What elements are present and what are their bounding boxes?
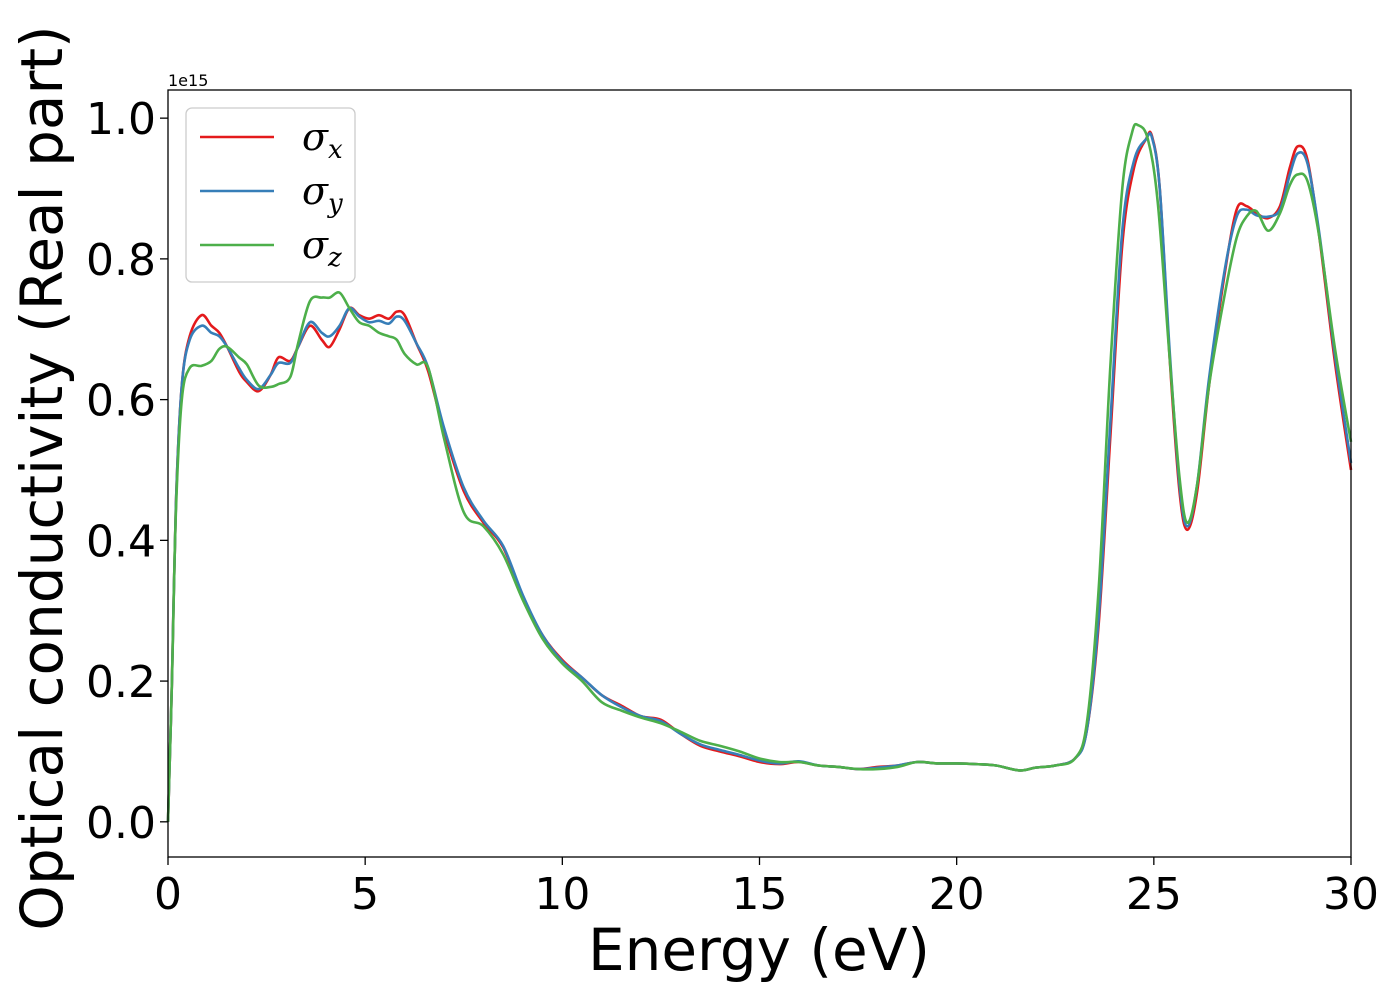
y-axis: 0.0 0.2 0.4 0.6 0.8 1.0 <box>86 94 168 849</box>
series-layer <box>166 122 1353 822</box>
y-axis-label: Optical conductivity (Real part) <box>8 25 76 930</box>
y-offset-text: 1e15 <box>168 71 208 90</box>
x-tick-label: 15 <box>732 869 788 920</box>
y-tick-label: 0.6 <box>86 376 156 427</box>
x-tick-label: 0 <box>154 869 182 920</box>
legend-box <box>185 107 356 283</box>
x-tick-label: 10 <box>534 869 590 920</box>
x-tick-label: 30 <box>1323 869 1379 920</box>
x-tick-label: 20 <box>929 869 985 920</box>
y-tick-label: 1.0 <box>86 94 156 145</box>
series-line-z <box>166 122 1353 822</box>
x-axis-label: Energy (eV) <box>588 916 930 984</box>
y-tick-label: 0.8 <box>86 235 156 286</box>
y-tick-label: 0.0 <box>86 798 156 849</box>
y-tick-label: 0.4 <box>86 516 156 567</box>
series-line-x <box>166 130 1353 822</box>
series-line-y <box>166 131 1353 822</box>
x-tick-label: 5 <box>351 869 379 920</box>
x-axis: 0 5 10 15 20 25 30 <box>154 857 1379 920</box>
y-tick-label: 0.2 <box>86 657 156 708</box>
x-tick-label: 25 <box>1126 869 1182 920</box>
